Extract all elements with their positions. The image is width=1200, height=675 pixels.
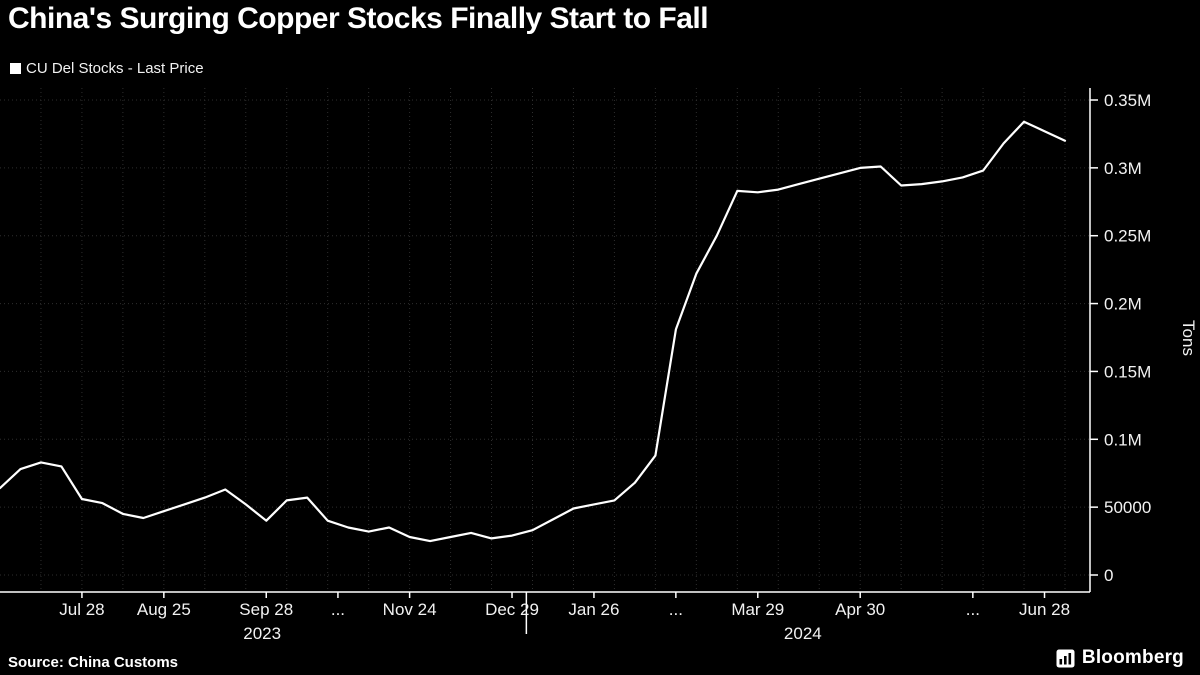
y-tick-label: 0.3M [1104, 159, 1142, 178]
y-tick-label: 0.2M [1104, 295, 1142, 314]
year-label: 2024 [784, 624, 822, 643]
bloomberg-brand: Bloomberg [1056, 647, 1184, 669]
y-tick-label: 0.35M [1104, 91, 1151, 110]
x-tick-label: Sep 28 [239, 600, 293, 619]
y-tick-label: 0 [1104, 566, 1113, 585]
x-tick-label: ... [669, 600, 683, 619]
page-title: China's Surging Copper Stocks Finally St… [8, 2, 709, 35]
source-note: Source: China Customs [8, 654, 179, 671]
axis-labels: 0 50000 0.1M 0.15M 0.2M 0.25M 0.3M 0.35M Jul 28 A… [59, 91, 1198, 643]
bloomberg-wordmark: Bloomberg [1081, 647, 1184, 668]
x-tick-label: Mar 29 [731, 600, 784, 619]
price-line [0, 120, 1067, 543]
x-tick-label: Jan 26 [568, 600, 619, 619]
x-tick-label: ... [966, 600, 980, 619]
x-tick-label: Jun 28 [1019, 600, 1070, 619]
y-axis-title: Tons [1179, 320, 1198, 356]
x-tick-label: Dec 29 [485, 600, 539, 619]
x-tick-label: Aug 25 [137, 600, 191, 619]
legend: CU Del Stocks - Last Price [10, 60, 204, 77]
y-tick-label: 0.25M [1104, 227, 1151, 246]
x-tick-label: Jul 28 [59, 600, 104, 619]
y-tick-label: 0.15M [1104, 362, 1151, 381]
gridlines [0, 88, 1090, 592]
line-chart: 0 50000 0.1M 0.15M 0.2M 0.25M 0.3M 0.35M Jul 28 A… [0, 88, 1198, 643]
legend-label: CU Del Stocks - Last Price [26, 60, 204, 77]
legend-swatch-icon [10, 63, 21, 74]
x-tick-label: Nov 24 [383, 600, 437, 619]
year-label: 2023 [243, 624, 281, 643]
axes [0, 88, 1098, 634]
bloomberg-logo-icon [1056, 649, 1075, 667]
y-tick-label: 50000 [1104, 498, 1151, 517]
x-tick-label: ... [331, 600, 345, 619]
y-tick-label: 0.1M [1104, 430, 1142, 449]
x-tick-label: Apr 30 [835, 600, 885, 619]
